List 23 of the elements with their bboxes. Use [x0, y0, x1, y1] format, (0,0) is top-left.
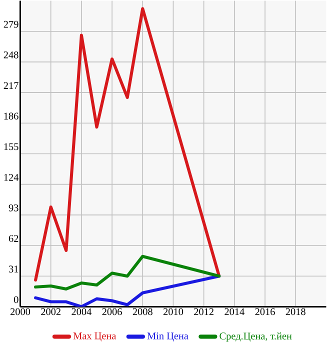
- x-tick-label: 2002: [41, 308, 61, 316]
- x-tick-label: 2000: [10, 308, 30, 316]
- y-tick-label: 248: [4, 51, 18, 58]
- x-tick-label: 2016: [255, 308, 275, 316]
- x-tick-label: 2018: [286, 308, 306, 316]
- x-tick-label: 2010: [163, 308, 184, 316]
- x-tick-label: 2004: [72, 308, 92, 316]
- legend-label: Max Цена: [73, 332, 116, 342]
- y-tick-label: 31: [9, 266, 18, 273]
- legend-label: Min Цена: [147, 332, 188, 342]
- x-tick-label: 2006: [102, 308, 122, 316]
- y-tick-label: 62: [8, 235, 18, 242]
- x-tick-label: 2008: [132, 308, 152, 316]
- y-tick-label: 124: [4, 174, 19, 181]
- legend-label: Сред.Цена, т.йен: [220, 332, 292, 342]
- y-tick-label: 155: [4, 143, 18, 150]
- y-tick-label: 186: [4, 112, 18, 120]
- y-tick-label: 217: [4, 82, 18, 89]
- y-tick-label: 93: [8, 204, 18, 212]
- y-tick-label: 279: [4, 20, 18, 28]
- x-tick-label: 2012: [194, 308, 214, 316]
- y-tick-label: 0: [14, 296, 18, 304]
- x-tick-label: 2014: [224, 308, 244, 316]
